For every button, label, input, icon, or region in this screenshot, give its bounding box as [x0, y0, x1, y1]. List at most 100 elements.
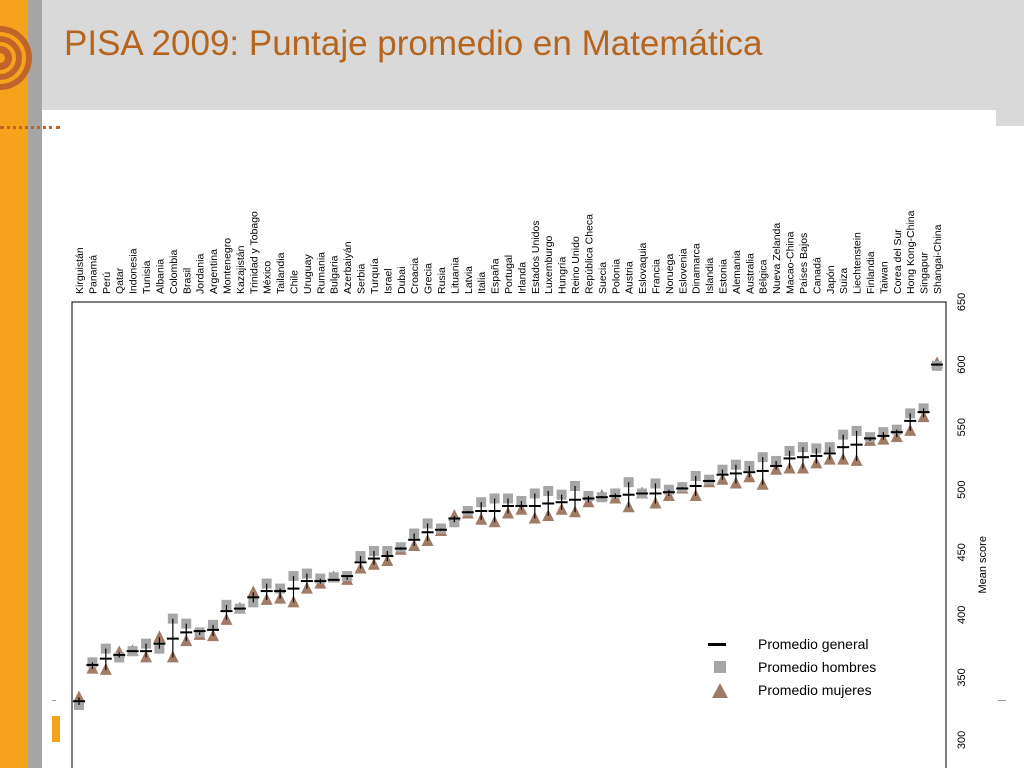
accent-box: [52, 716, 60, 742]
y-tick-label: 450: [956, 543, 968, 561]
country-label: México: [262, 261, 274, 294]
country-label: Albania: [154, 259, 166, 294]
header-band-edge: [996, 110, 1024, 126]
y-tick-label: 300: [956, 731, 968, 749]
women-marker: [247, 585, 260, 598]
swirl-logo-icon: [0, 26, 32, 90]
slide-title: PISA 2009: Puntaje promedio en Matemátic…: [64, 24, 763, 63]
y-tick-label: 550: [956, 418, 968, 436]
country-label: Rusia: [436, 267, 448, 294]
women-marker: [153, 630, 166, 643]
men-marker: [328, 572, 339, 583]
country-label: Singapur: [919, 251, 931, 294]
plot-frame: [71, 301, 947, 768]
y-tick-label: 650: [956, 293, 968, 311]
side-tick: [52, 700, 56, 701]
country-label: Países Bajos: [798, 233, 810, 294]
country-label: Latvia: [463, 266, 475, 294]
country-label: Italia: [476, 272, 488, 294]
legend-item-women: Promedio mujeres: [700, 679, 900, 702]
country-label: Kirguistán: [74, 247, 86, 294]
country-label: Austria: [624, 261, 636, 294]
country-label: Turquía: [369, 258, 381, 294]
y-tick-label: 400: [956, 606, 968, 624]
country-label: Grecia: [423, 263, 435, 294]
country-label: Alemania: [731, 250, 743, 294]
legend-item-mean: Promedio general: [700, 633, 900, 656]
country-label: Indonesia: [128, 248, 140, 294]
chart-legend: Promedio general Promedio hombres Promed…: [700, 633, 900, 702]
country-label: Perú: [101, 272, 113, 294]
country-label: Trinidad y Tobago: [248, 211, 260, 294]
country-label: Taiwan: [878, 261, 890, 294]
country-label: Eslovenia: [677, 248, 689, 294]
country-label: Canadá: [811, 257, 823, 294]
country-label: Bulgaria: [329, 255, 341, 294]
country-label: Polonia: [610, 259, 622, 294]
country-label: Dinamarca: [691, 243, 703, 294]
country-label: República Checa: [583, 214, 595, 294]
y-tick-label: 600: [956, 355, 968, 373]
country-label: Azerbaiyán: [342, 241, 354, 294]
country-label: Qatar: [114, 267, 126, 294]
country-label: Corea del Sur: [892, 229, 904, 294]
y-axis-title: Mean score: [977, 536, 989, 593]
dotted-divider: [0, 126, 60, 133]
legend-item-men: Promedio hombres: [700, 656, 900, 679]
legend-label: Promedio general: [758, 636, 869, 652]
side-tick-right: [998, 700, 1006, 701]
y-tick-label: 500: [956, 481, 968, 499]
country-label: Portugal: [503, 255, 515, 294]
country-label: Estonia: [718, 259, 730, 294]
country-label: Chile: [289, 270, 301, 294]
country-label: Shangai-China: [932, 224, 944, 294]
legend-label: Promedio mujeres: [758, 682, 872, 698]
country-label: Colombia: [168, 249, 180, 294]
country-label: Kazajistán: [235, 245, 247, 294]
country-label: Reino Unido: [570, 236, 582, 294]
country-label: Noruega: [664, 254, 676, 294]
country-label: Luxemburgo: [543, 235, 555, 294]
country-label: Nueva Zelanda: [771, 223, 783, 294]
country-label: Panamá: [87, 255, 99, 294]
country-label: Suecia: [597, 262, 609, 294]
country-label: Lituania: [449, 257, 461, 294]
country-label: Finlandia: [865, 251, 877, 294]
country-label: Tunisia: [141, 260, 153, 294]
country-label: Serbia: [356, 263, 368, 294]
country-label: Argentina: [208, 249, 220, 294]
country-label: Bélgica: [758, 259, 770, 294]
country-label: Hong Kong-China: [905, 210, 917, 294]
country-label: Uruguay: [302, 254, 314, 294]
country-label: Jordania: [195, 254, 207, 294]
legend-square-icon: [700, 660, 730, 676]
y-tick-label: 350: [956, 668, 968, 686]
country-label: Liechtenstein: [852, 232, 864, 294]
country-label: España: [490, 258, 502, 294]
country-label: Montenegro: [221, 238, 233, 294]
country-label: Dubai: [396, 267, 408, 294]
legend-triangle-icon: [700, 683, 730, 699]
header-band: [42, 0, 1024, 110]
country-label: Eslovaquia: [637, 242, 649, 294]
country-label: Estados Unidos: [530, 220, 542, 294]
country-label: Israel: [382, 268, 394, 294]
country-label: Suiza: [838, 268, 850, 294]
gray-sidebar-band: [28, 0, 42, 768]
country-label: Francia: [650, 259, 662, 294]
country-label: Irlanda: [516, 262, 528, 294]
country-label: Australia: [744, 253, 756, 294]
country-label: Islandia: [704, 258, 716, 294]
women-marker: [73, 690, 85, 703]
country-label: Croacia: [409, 258, 421, 294]
country-label: Brasil: [181, 268, 193, 294]
legend-label: Promedio hombres: [758, 659, 877, 675]
country-label: Macao-China: [785, 231, 797, 294]
country-label: Tailandia: [275, 252, 287, 294]
legend-dash-icon: [700, 637, 730, 653]
country-label: Japón: [825, 265, 837, 294]
country-label: Hungría: [557, 256, 569, 294]
country-label: Rumania: [315, 252, 327, 294]
